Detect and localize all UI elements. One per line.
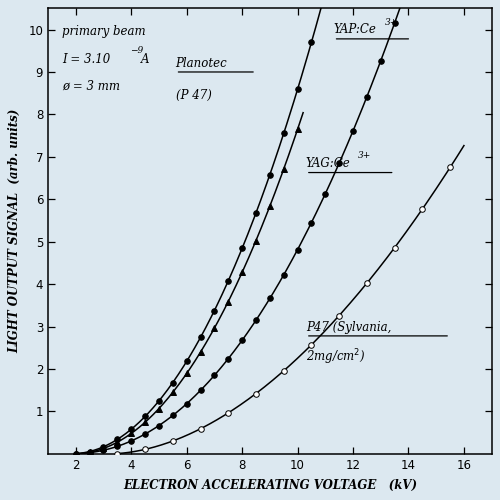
- Text: Planotec: Planotec: [176, 57, 228, 70]
- Text: −9: −9: [130, 46, 143, 54]
- Text: (P 47): (P 47): [176, 88, 212, 102]
- Text: 2mg/cm$^2$): 2mg/cm$^2$): [306, 348, 366, 367]
- Text: YAP:Ce: YAP:Ce: [334, 23, 376, 36]
- Text: I = 3.10: I = 3.10: [62, 53, 110, 66]
- X-axis label: ELECTRON ACCELERATING VOLTAGE   (kV): ELECTRON ACCELERATING VOLTAGE (kV): [123, 478, 417, 492]
- Text: primary beam: primary beam: [62, 26, 146, 38]
- Text: YAG:Ce: YAG:Ce: [306, 156, 350, 170]
- Text: A: A: [141, 53, 150, 66]
- Text: 3+: 3+: [385, 18, 398, 28]
- Text: P47 (Sylvania,: P47 (Sylvania,: [306, 321, 392, 334]
- Y-axis label: LIGHT OUTPUT SIGNAL  (arb. units): LIGHT OUTPUT SIGNAL (arb. units): [8, 109, 22, 353]
- Text: 3+: 3+: [358, 151, 372, 160]
- Text: ø = 3 mm: ø = 3 mm: [62, 80, 120, 92]
